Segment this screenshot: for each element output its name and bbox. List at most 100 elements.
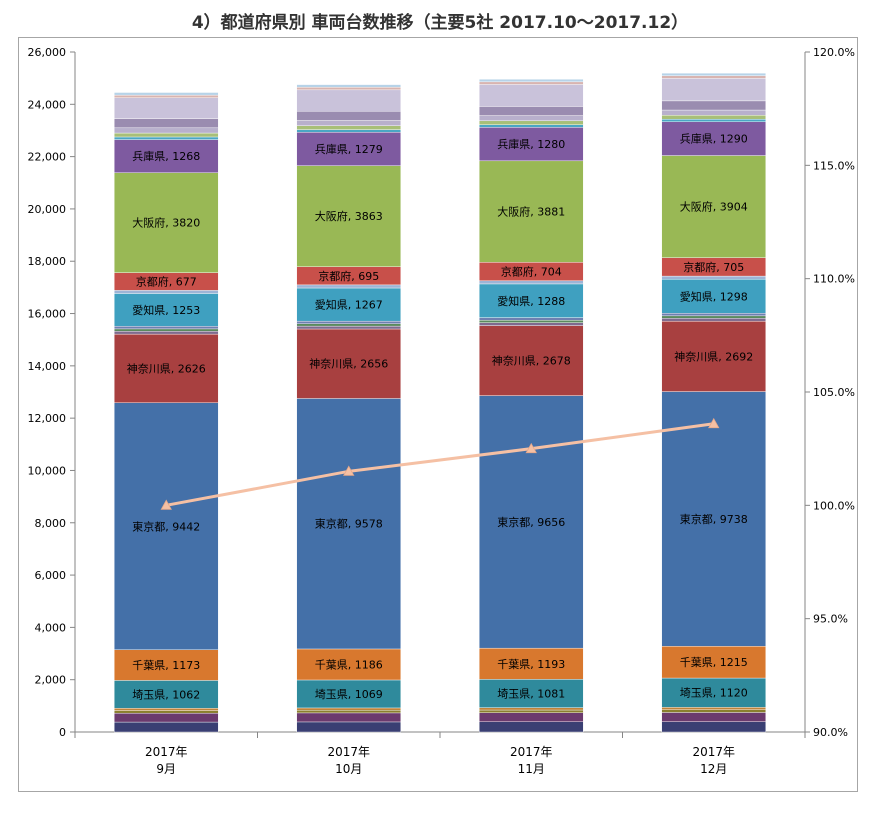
data-label: 東京都, 9656 <box>497 515 565 529</box>
data-label: 京都府, 705 <box>683 260 744 274</box>
bar-segment <box>114 710 219 714</box>
bar-segment <box>479 322 584 326</box>
bar-segment <box>479 679 584 708</box>
data-label: 京都府, 704 <box>501 265 562 279</box>
bar-segment <box>661 315 766 319</box>
bar-segment <box>661 707 766 710</box>
ratio-point <box>343 465 355 476</box>
data-label: 愛知県, 1288 <box>497 294 565 308</box>
bar-segment <box>296 87 401 91</box>
bar-segment <box>661 118 766 123</box>
bar-segment <box>479 395 584 649</box>
x-tick-label: 10月 <box>335 762 362 776</box>
bar-segment <box>661 72 766 76</box>
bar-segment <box>479 124 584 128</box>
y2-tick-label: 105.0% <box>813 386 855 399</box>
bar-segment <box>661 391 766 647</box>
bar-segment <box>661 646 766 679</box>
bar-segment <box>114 290 219 294</box>
bar-segment <box>114 708 219 711</box>
bar-segment <box>296 398 401 650</box>
bar-segment <box>479 84 584 107</box>
y-tick-label: 10,000 <box>28 464 67 477</box>
bar-segment <box>661 109 766 116</box>
bar-segment <box>296 721 401 733</box>
bar-segment <box>479 283 584 318</box>
bar-segment <box>479 115 584 122</box>
data-label: 大阪府, 3904 <box>680 200 748 214</box>
data-label: 東京都, 9738 <box>680 512 748 526</box>
bar-segment <box>296 287 401 322</box>
data-label: 神奈川県, 2626 <box>127 361 206 375</box>
bar-segment <box>661 318 766 322</box>
bar-segment <box>479 106 584 116</box>
bar-segment <box>296 129 401 133</box>
bar-segment <box>114 172 219 273</box>
y-tick-label: 12,000 <box>28 412 67 425</box>
data-label: 埼玉県, 1069 <box>315 687 383 701</box>
bar-segment <box>114 331 219 335</box>
x-tick-label: 12月 <box>700 762 727 776</box>
bar-segment <box>479 721 584 733</box>
bar-segment <box>296 712 401 723</box>
data-label: 愛知県, 1267 <box>315 298 383 312</box>
y2-tick-label: 110.0% <box>813 273 855 286</box>
data-label: 千葉県, 1186 <box>315 657 383 671</box>
data-label: 東京都, 9578 <box>315 517 383 531</box>
bar-segment <box>114 132 219 138</box>
bar-segment <box>661 712 766 722</box>
data-label: 埼玉県, 1120 <box>680 686 748 700</box>
bar-segment <box>114 402 219 650</box>
bar-segment <box>114 649 219 681</box>
bar-segment <box>479 320 584 323</box>
bar-segment <box>296 284 401 289</box>
bar-segment <box>661 155 766 258</box>
bar-segment <box>661 721 766 733</box>
y-tick-label: 2,000 <box>35 674 67 687</box>
y2-tick-label: 115.0% <box>813 159 855 172</box>
bar-segment <box>296 111 401 121</box>
y-tick-label: 14,000 <box>28 360 67 373</box>
x-tick-label: 2017年 <box>510 745 553 759</box>
bar-segment <box>296 707 401 711</box>
y2-tick-label: 100.0% <box>813 499 855 512</box>
bar-segment <box>296 125 401 130</box>
bar-segment <box>661 677 766 708</box>
bar-segment <box>479 709 584 713</box>
x-tick-label: 11月 <box>518 762 545 776</box>
bar-segment <box>114 328 219 332</box>
bar-segment <box>296 89 401 112</box>
bar-segment <box>661 100 766 111</box>
bar-segment <box>296 710 401 714</box>
bar-segment <box>114 139 219 173</box>
data-label: 兵庫県, 1280 <box>497 137 565 151</box>
data-label: 神奈川県, 2656 <box>309 357 388 371</box>
bar-segment <box>479 160 584 263</box>
bar-segment <box>661 275 766 280</box>
bar-segment <box>661 78 766 102</box>
y-tick-label: 8,000 <box>35 517 67 530</box>
bar-segment <box>114 97 219 119</box>
data-label: 兵庫県, 1279 <box>315 142 383 156</box>
data-label: 埼玉県, 1062 <box>132 687 200 701</box>
bar-segment <box>296 679 401 709</box>
data-label: 神奈川県, 2692 <box>674 349 753 363</box>
ratio-point <box>160 499 172 510</box>
bar-segment <box>661 115 766 120</box>
y2-tick-label: 95.0% <box>813 613 848 626</box>
bar-segment <box>479 317 584 321</box>
data-label: 千葉県, 1173 <box>132 658 200 672</box>
y-tick-label: 4,000 <box>35 621 67 634</box>
ratio-point <box>525 442 537 454</box>
bar-segment <box>296 84 401 88</box>
y-tick-label: 18,000 <box>28 255 67 268</box>
bar-segment <box>479 81 584 85</box>
bar-segment <box>479 280 584 285</box>
data-label: 愛知県, 1298 <box>680 289 748 303</box>
data-label: 神奈川県, 2678 <box>492 354 571 368</box>
bar-segment <box>661 121 766 156</box>
bar-segment <box>479 707 584 711</box>
y-tick-label: 0 <box>59 726 66 739</box>
bar-segment <box>479 79 584 83</box>
bar-segment <box>296 325 401 330</box>
